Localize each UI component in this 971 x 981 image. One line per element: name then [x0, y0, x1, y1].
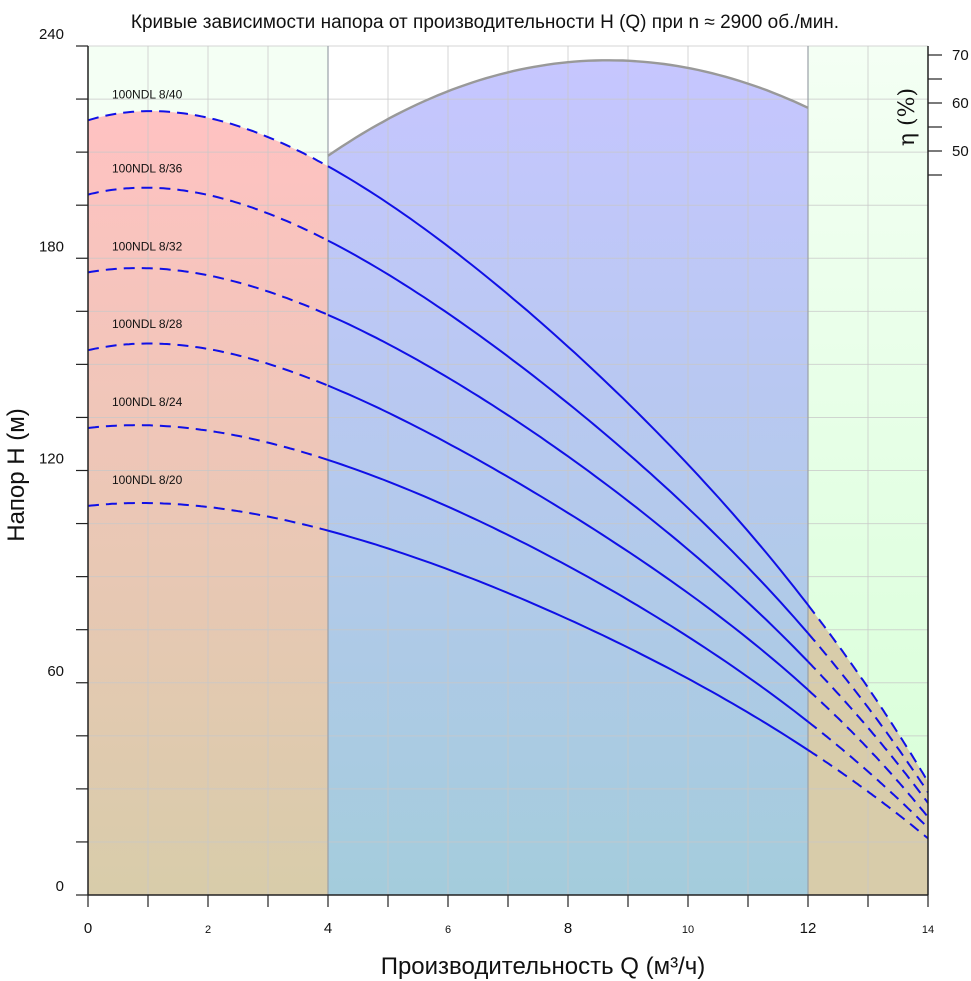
series-label: 100NDL 8/24	[112, 395, 183, 409]
y-axis-title: Напор H (м)	[3, 408, 30, 542]
head-curve-dashed-left	[87, 267, 329, 316]
x-tick-label: 14	[922, 924, 934, 936]
head-curve-dashed-right	[807, 632, 929, 793]
efficiency-curve	[327, 59, 809, 157]
head-curves	[87, 110, 929, 840]
head-curve-solid	[327, 165, 809, 606]
head-curve-solid	[327, 458, 809, 723]
x-tick-label: 12	[800, 920, 817, 937]
head-curve-dashed-right	[807, 660, 929, 804]
head-curve-dashed-left	[87, 110, 329, 168]
head-curve-dashed-left	[87, 186, 329, 242]
x-axis-title: Производительность Q (м³/ч)	[381, 953, 706, 980]
series-label: 100NDL 8/40	[112, 87, 183, 101]
head-curve-dashed-right	[807, 749, 929, 840]
y-tick-label: 0	[56, 878, 64, 895]
labels: 100NDL 8/40 100NDL 8/36 100NDL 8/32 100NDL …	[39, 26, 969, 937]
y-tick-label: 180	[39, 238, 64, 255]
y-tick-label: 120	[39, 451, 64, 468]
series-label: 100NDL 8/28	[112, 317, 183, 331]
x-tick-label: 2	[205, 924, 211, 936]
head-curve-dashed-right	[807, 689, 929, 818]
efficiency-line	[327, 59, 809, 157]
eta-tick-label: 60	[952, 95, 969, 112]
series-label: 100NDL 8/20	[112, 473, 183, 487]
axes	[76, 45, 942, 907]
head-curve-dashed-left	[87, 424, 329, 461]
head-curve-solid	[327, 313, 809, 663]
chart-title: Кривые зависимости напора от производите…	[131, 12, 839, 33]
x-tick-label: 6	[445, 924, 451, 936]
head-curve-solid	[327, 529, 809, 751]
series-label: 100NDL 8/36	[112, 162, 183, 176]
x-tick-label: 8	[564, 920, 572, 937]
x-tick-label: 0	[84, 920, 92, 937]
head-curve-dashed-left	[87, 342, 329, 387]
head-curve-dashed-right	[807, 720, 929, 829]
head-curve-solid	[327, 239, 809, 634]
eta-axis-title: η (%)	[895, 88, 920, 146]
head-curve-solid	[327, 384, 809, 691]
eta-tick-label: 70	[952, 47, 969, 64]
head-curve-dashed-left	[87, 502, 329, 532]
y-tick-label: 60	[47, 663, 64, 680]
eta-tick-label: 50	[952, 143, 969, 160]
x-tick-label: 4	[324, 920, 332, 937]
series-label: 100NDL 8/32	[112, 239, 183, 253]
y-tick-label: 240	[39, 26, 64, 43]
x-tick-label: 10	[682, 924, 694, 936]
